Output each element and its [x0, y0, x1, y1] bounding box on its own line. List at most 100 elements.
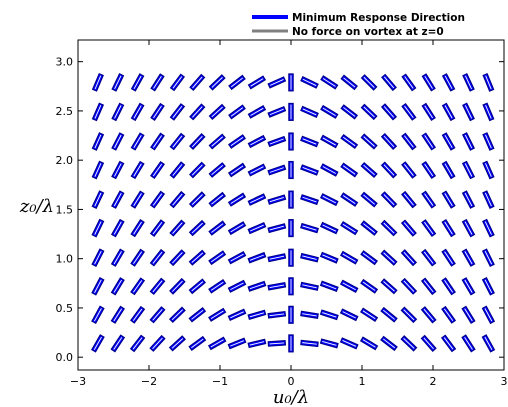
direction-bar — [421, 73, 436, 92]
direction-bar — [267, 194, 287, 205]
direction-bar-center — [211, 164, 224, 176]
direction-bar-center — [133, 163, 142, 177]
direction-bar — [300, 281, 319, 291]
direction-bar-center — [152, 135, 163, 148]
direction-bar-center — [250, 107, 264, 116]
direction-bar-center — [94, 250, 102, 265]
direction-bar-center — [423, 251, 434, 264]
direction-bar-center — [484, 308, 493, 322]
direction-bar-center — [342, 340, 357, 347]
direction-bar — [288, 305, 294, 324]
direction-bar-center — [133, 221, 142, 235]
direction-bar — [111, 160, 125, 180]
direction-bar — [247, 280, 267, 292]
direction-bar — [267, 310, 287, 319]
direction-bar-center — [171, 309, 183, 321]
direction-bar-center — [444, 251, 453, 265]
direction-bar-center — [191, 309, 204, 320]
direction-bar-center — [322, 166, 336, 174]
direction-bar-center — [230, 165, 244, 175]
direction-bar-center — [423, 280, 434, 293]
direction-bar — [149, 219, 166, 237]
direction-bar — [130, 132, 145, 151]
direction-bar-center — [464, 279, 473, 293]
direction-bar-center — [322, 224, 337, 232]
direction-bar-center — [211, 106, 223, 118]
direction-bar-center — [172, 193, 183, 206]
direction-bar — [360, 161, 378, 179]
direction-bar-center — [322, 195, 337, 204]
direction-bar — [340, 220, 359, 236]
direction-bar-center — [424, 193, 434, 206]
direction-bar — [91, 248, 105, 268]
direction-bar — [339, 337, 359, 350]
direction-bar — [400, 277, 418, 295]
direction-bar-center — [444, 134, 453, 149]
direction-bar-center — [322, 254, 337, 261]
direction-bar-center — [383, 135, 395, 148]
direction-bar-center — [269, 197, 284, 203]
direction-bar-center — [269, 167, 284, 173]
direction-bar — [247, 193, 267, 206]
direction-bar — [188, 278, 207, 295]
direction-bar — [319, 309, 339, 321]
direction-bar — [320, 104, 339, 119]
direction-bar-center — [342, 253, 356, 262]
direction-bar — [380, 249, 398, 266]
direction-bar-center — [94, 163, 102, 177]
direction-bar — [168, 306, 186, 324]
direction-bar-center — [485, 134, 492, 149]
direction-bar — [267, 105, 287, 118]
direction-bar-center — [192, 106, 203, 118]
direction-bar-center — [362, 281, 376, 291]
direction-bar-center — [464, 221, 473, 235]
direction-bar-center — [464, 75, 473, 90]
direction-bar — [360, 191, 378, 208]
direction-bar-center — [230, 223, 244, 233]
direction-bar — [340, 133, 359, 150]
direction-bar — [247, 338, 267, 349]
direction-bar — [380, 219, 398, 237]
direction-bar — [208, 162, 226, 178]
direction-bar — [320, 75, 339, 90]
direction-bar-center — [302, 255, 317, 260]
direction-bar-center — [171, 338, 184, 349]
direction-bar — [169, 132, 186, 151]
direction-bar-center — [485, 163, 492, 177]
direction-bar — [247, 75, 267, 90]
legend-label-minimum-response: Minimum Response Direction — [292, 12, 465, 24]
direction-bar-center — [230, 77, 244, 88]
direction-bar-center — [113, 221, 122, 235]
direction-bar-center — [250, 78, 264, 87]
direction-bar — [288, 248, 294, 267]
direction-bar — [267, 253, 287, 263]
direction-bar — [360, 250, 379, 266]
direction-bar-center — [484, 336, 493, 350]
direction-bar-center — [191, 194, 203, 206]
direction-bar-center — [383, 309, 395, 320]
direction-bar — [421, 219, 437, 238]
direction-bar-center — [94, 75, 102, 90]
direction-bar — [401, 103, 417, 121]
direction-bar-center — [464, 192, 473, 207]
direction-bar — [150, 73, 165, 92]
direction-bar-center — [322, 341, 337, 346]
direction-bar-center — [133, 75, 142, 90]
direction-bar — [300, 194, 319, 206]
direction-bar — [208, 133, 226, 150]
direction-bar — [169, 161, 186, 179]
direction-bar — [188, 335, 207, 351]
direction-bar-center — [363, 76, 375, 88]
direction-bar — [288, 73, 294, 92]
direction-bar — [267, 164, 287, 176]
direction-bar — [267, 135, 287, 148]
direction-bar — [441, 277, 456, 296]
direction-bar-center — [152, 251, 163, 264]
direction-bar-center — [172, 164, 183, 176]
direction-bar — [462, 102, 475, 122]
direction-bar-center — [153, 76, 162, 89]
direction-bar — [300, 222, 319, 234]
direction-bar-center — [210, 339, 224, 348]
direction-bar-center — [211, 194, 224, 205]
direction-bar — [288, 160, 294, 180]
